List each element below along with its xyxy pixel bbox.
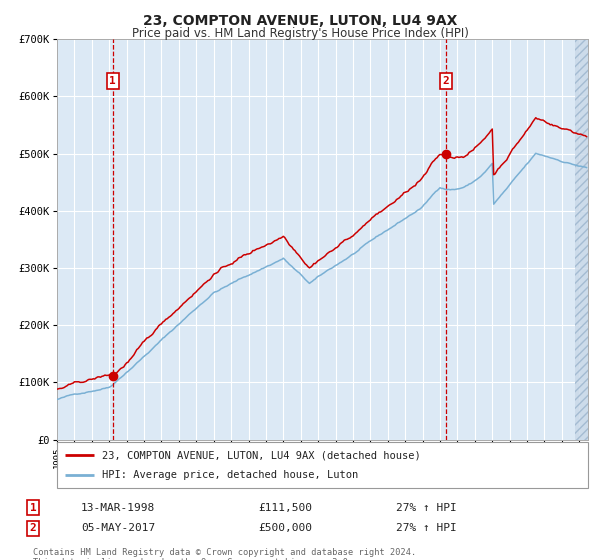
- Text: Contains HM Land Registry data © Crown copyright and database right 2024.
This d: Contains HM Land Registry data © Crown c…: [33, 548, 416, 560]
- Text: 1: 1: [29, 503, 37, 513]
- Text: HPI: Average price, detached house, Luton: HPI: Average price, detached house, Luto…: [102, 470, 358, 480]
- Text: 23, COMPTON AVENUE, LUTON, LU4 9AX: 23, COMPTON AVENUE, LUTON, LU4 9AX: [143, 14, 457, 28]
- Text: Price paid vs. HM Land Registry's House Price Index (HPI): Price paid vs. HM Land Registry's House …: [131, 27, 469, 40]
- Text: 27% ↑ HPI: 27% ↑ HPI: [396, 523, 457, 533]
- Text: 13-MAR-1998: 13-MAR-1998: [81, 503, 155, 513]
- Text: 05-MAY-2017: 05-MAY-2017: [81, 523, 155, 533]
- Bar: [575, 39, 588, 440]
- Text: 1: 1: [109, 76, 116, 86]
- Text: 2: 2: [29, 523, 37, 533]
- Text: 23, COMPTON AVENUE, LUTON, LU4 9AX (detached house): 23, COMPTON AVENUE, LUTON, LU4 9AX (deta…: [102, 450, 421, 460]
- Text: 27% ↑ HPI: 27% ↑ HPI: [396, 503, 457, 513]
- Text: 2: 2: [443, 76, 449, 86]
- Text: £500,000: £500,000: [258, 523, 312, 533]
- Text: £111,500: £111,500: [258, 503, 312, 513]
